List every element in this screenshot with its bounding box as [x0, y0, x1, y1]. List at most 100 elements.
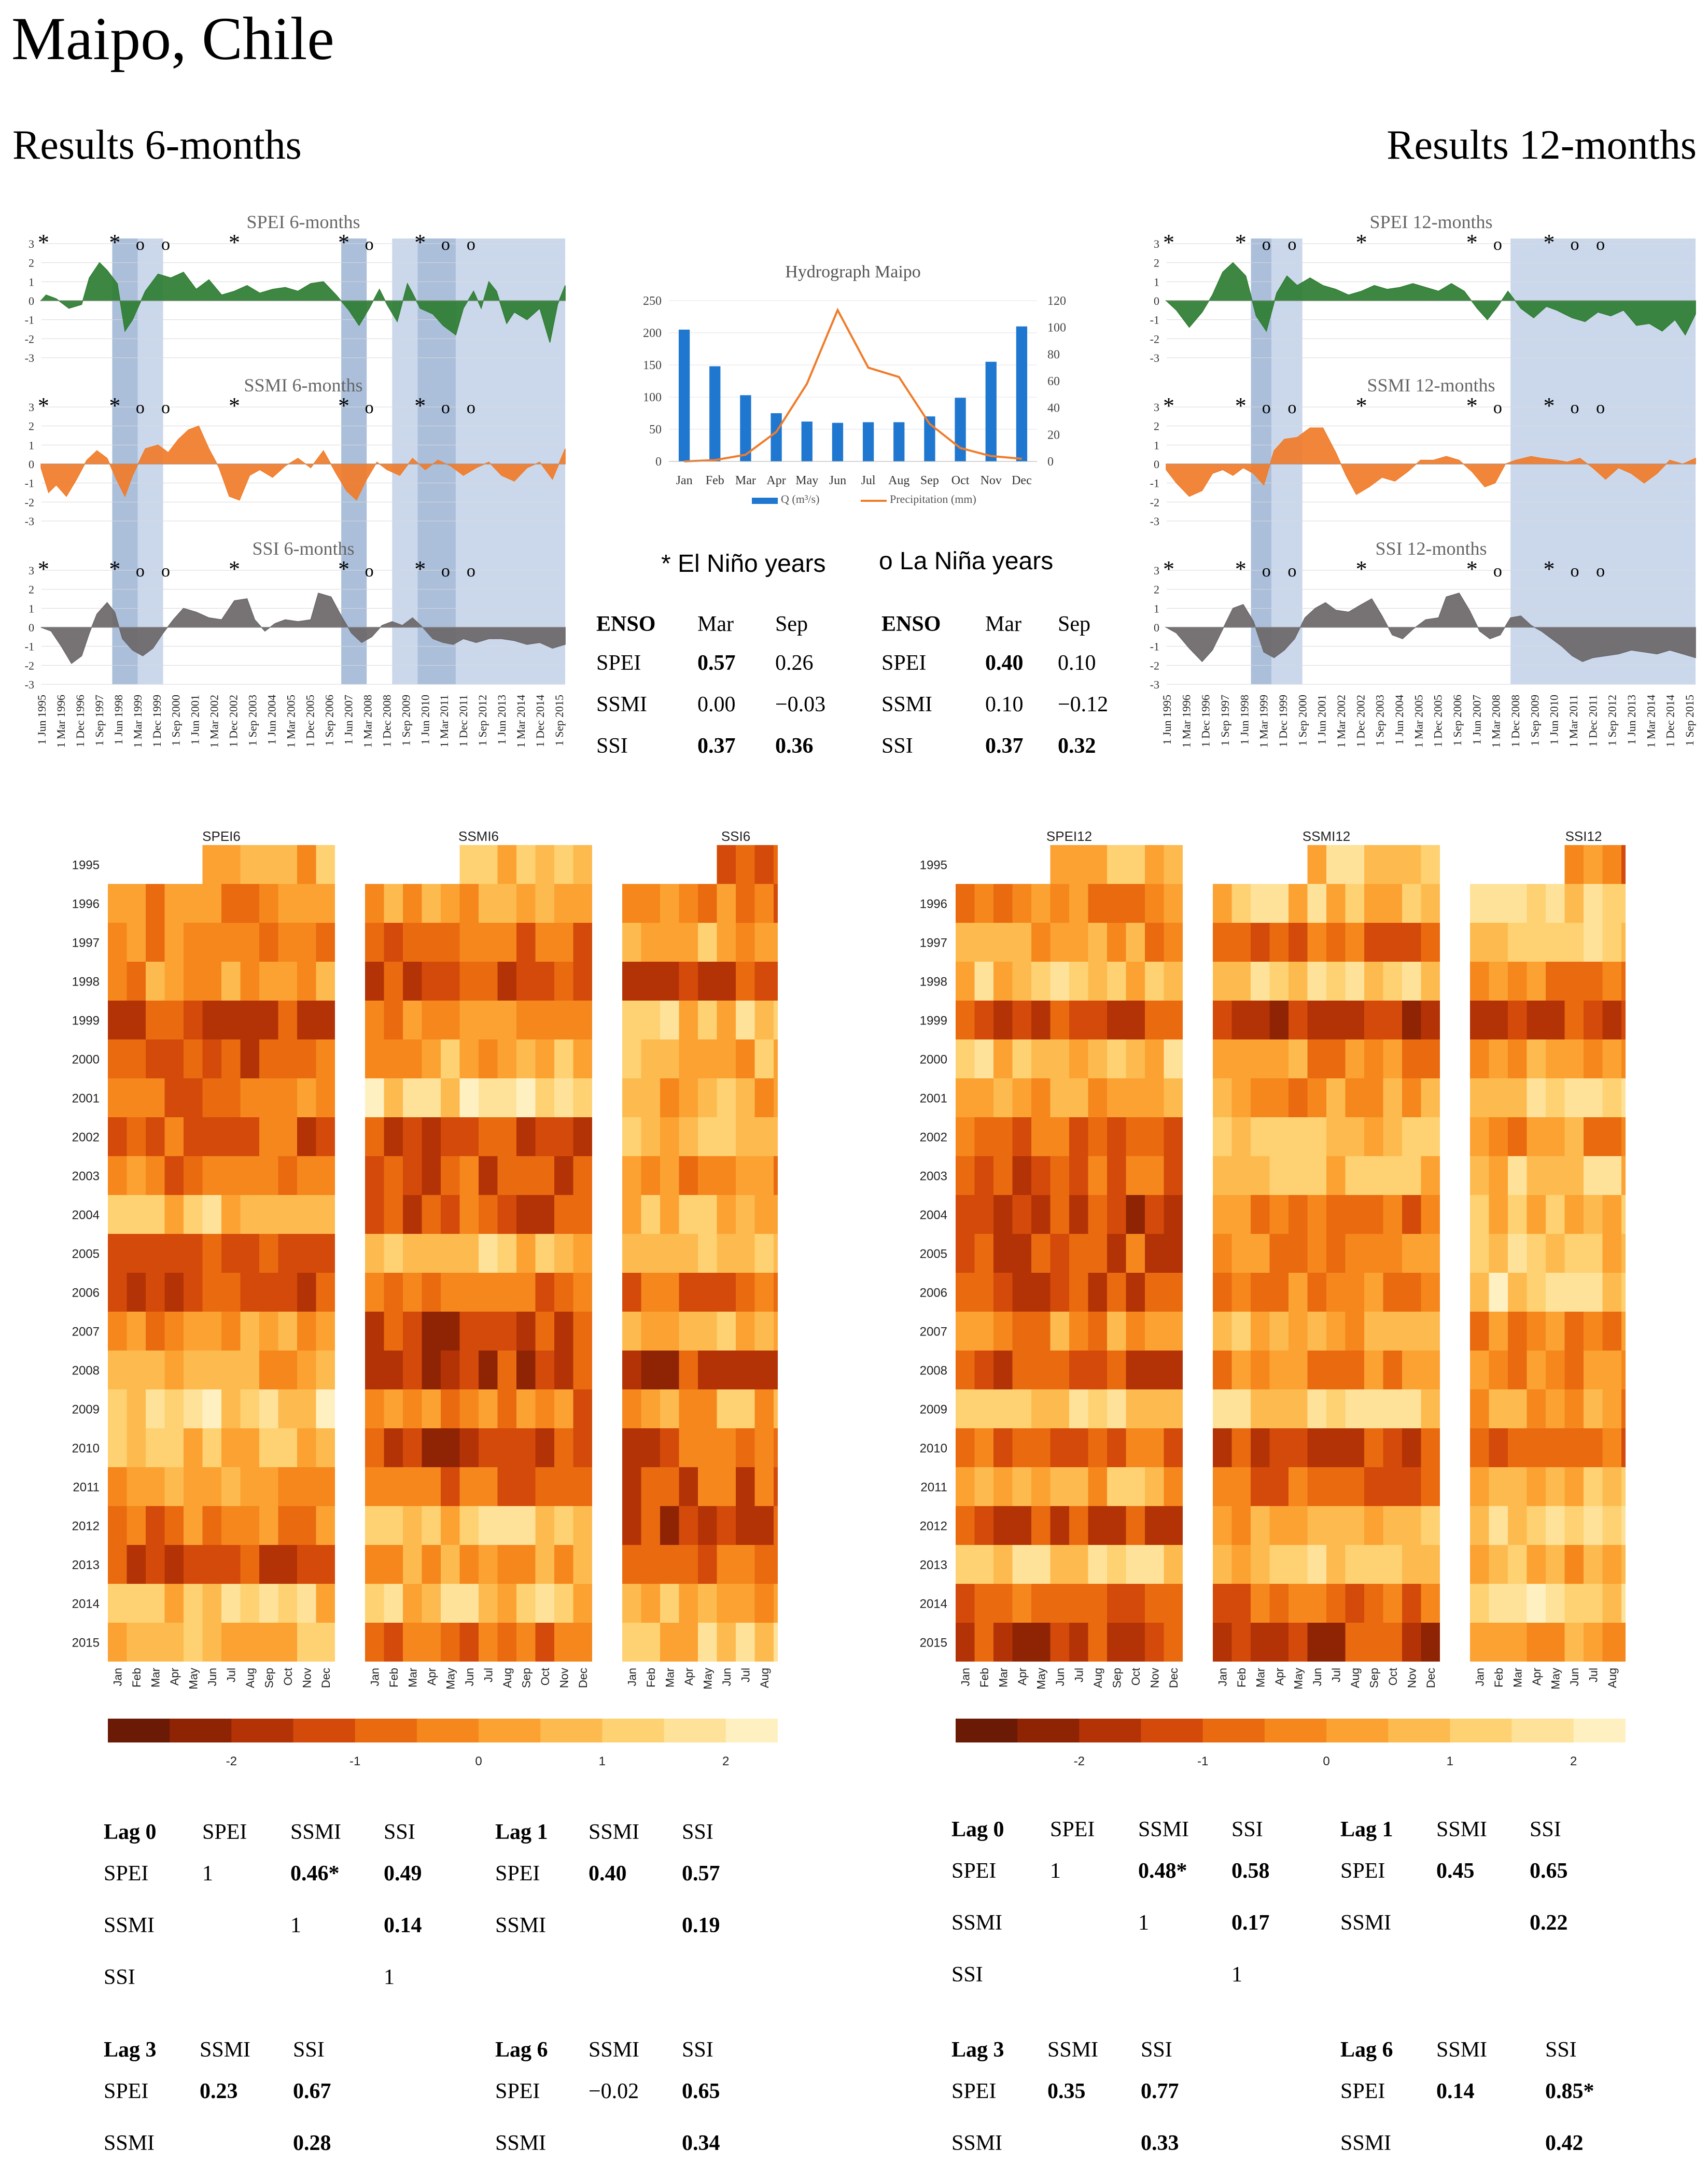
la-nina-marker: o: [1262, 398, 1271, 417]
table-row-label: SSMI: [951, 2131, 1003, 2155]
colorbar-tick-label: 1: [599, 1754, 606, 1768]
heatmap-cell: [736, 1039, 755, 1078]
year-label: 2013: [920, 1558, 947, 1572]
heatmap-cell: [1289, 1584, 1308, 1623]
heatmap-cell: [1421, 1389, 1440, 1428]
heatmap-cell: [1307, 1428, 1326, 1467]
heatmap-cell: [717, 962, 736, 1001]
heatmap-cell: [974, 1039, 993, 1078]
heatmap-cell: [679, 1506, 698, 1545]
heatmap-cell: [1326, 1428, 1346, 1467]
heatmap-cell: [641, 962, 660, 1001]
heatmap-cell: [554, 962, 573, 1001]
heatmap-cell: [297, 1428, 316, 1467]
year-label: 2013: [72, 1558, 100, 1572]
heatmap-cell: [479, 962, 498, 1001]
heatmap-cell: [1307, 1389, 1326, 1428]
heatmap-cell: [736, 1584, 755, 1623]
heatmap-cell: [1012, 1039, 1031, 1078]
heatmap-12-months: 1995199619971998199920002001200220032004…: [920, 828, 1626, 1768]
heatmap-cell: [717, 1623, 736, 1662]
heatmap-cell: [535, 1117, 554, 1156]
heatmap-cell: [1012, 1273, 1031, 1312]
heatmap-cell: [774, 962, 778, 1001]
heatmap-cell: [384, 1428, 403, 1467]
lag0-correlation-table-12-months: Lag 0 SPEI SSMI SSI SPEI 1 0.48* 0.58 SSMI 1 0.17 S…: [951, 1817, 1283, 1988]
heatmap-cell: [1421, 1351, 1440, 1389]
heatmap-cell: [1564, 1195, 1584, 1234]
heatmap-cell: [164, 1545, 184, 1584]
heatmap-cell: [1402, 884, 1421, 923]
table-cell: 0.57: [697, 651, 736, 675]
heatmap-cell: [641, 1273, 660, 1312]
heatmap-cell: [146, 1623, 165, 1662]
heatmap-cell: [316, 1078, 335, 1117]
heatmap-cell: [1251, 1273, 1270, 1312]
x-tick-label: 1 Mar 2011: [1567, 695, 1580, 748]
heatmap-cell: [1213, 1273, 1232, 1312]
heatmap-cell: [1107, 1001, 1126, 1039]
heatmap-cell: [1621, 1545, 1626, 1584]
heatmap-cell: [1213, 1389, 1232, 1428]
year-label: 2003: [920, 1170, 947, 1184]
month-label: Jul: [1072, 1668, 1085, 1682]
heatmap-cell: [1012, 1545, 1031, 1584]
heatmap-cell: [1383, 1623, 1402, 1662]
heatmap-cell: [259, 1195, 278, 1234]
heatmap-cell: [164, 1506, 184, 1545]
heatmap-cell: [573, 1312, 592, 1351]
x-tick-label: May: [795, 474, 818, 487]
heatmap-cell: [1231, 1545, 1251, 1584]
x-tick-label: 1 Dec 2002: [1354, 695, 1367, 747]
heatmap-cell: [278, 1078, 297, 1117]
year-label: 2008: [72, 1364, 100, 1378]
heatmap-cell: [1527, 1156, 1546, 1195]
table-column-header: SSI: [1231, 1818, 1263, 1841]
heatmap-cell: [679, 1623, 698, 1662]
table-cell: 0.00: [697, 693, 736, 716]
heatmap-cell: [1527, 1623, 1546, 1662]
heatmap-cell: [535, 1351, 554, 1389]
el-nino-marker: *: [414, 556, 426, 582]
heatmap-cell: [993, 1506, 1013, 1545]
heatmap-cell: [1107, 1078, 1126, 1117]
y-tick-label: -3: [1150, 515, 1159, 528]
heatmap-cell: [1031, 1156, 1051, 1195]
heatmap-cell: [1289, 1623, 1308, 1662]
month-label: Apr: [1016, 1668, 1029, 1685]
heatmap-cell: [365, 1389, 384, 1428]
heatmap-cell: [717, 845, 736, 884]
heatmap-cell: [403, 1467, 422, 1506]
month-label: Oct: [1387, 1668, 1399, 1685]
heatmap-cell: [736, 845, 755, 884]
y-tick-label: -1: [25, 314, 34, 327]
heatmap-cell: [641, 1545, 660, 1584]
heatmap-cell: [479, 845, 498, 884]
heatmap-cell: [1213, 1117, 1232, 1156]
heatmap-cell: [1251, 1389, 1270, 1428]
heatmap-cell: [1164, 1273, 1183, 1312]
heatmap-cell: [1088, 1039, 1107, 1078]
heatmap-cell: [622, 1312, 641, 1351]
table-row-label: SSMI: [1340, 2131, 1392, 2155]
heatmap-cell: [1564, 1506, 1584, 1545]
heatmap-cell: [1269, 1234, 1289, 1273]
heatmap-cell: [441, 962, 460, 1001]
heatmap-cell: [774, 884, 778, 923]
heatmap-cell: [221, 1506, 241, 1545]
heatmap-cell: [516, 962, 536, 1001]
heatmap-cell: [1126, 1467, 1145, 1506]
heatmap-cell: [1364, 1156, 1383, 1195]
heatmap-cell: [1345, 923, 1364, 962]
heatmap-cell: [422, 1584, 441, 1623]
heatmap-cell: [240, 1428, 259, 1467]
heatmap-cell: [1088, 1117, 1107, 1156]
heatmap-cell: [535, 1545, 554, 1584]
heatmap-cell: [202, 1078, 221, 1117]
heatmap-cell: [1584, 1039, 1603, 1078]
heatmap-cell: [1145, 962, 1164, 1001]
heatmap-cell: [1031, 1351, 1051, 1389]
table-cell: 1: [202, 1862, 213, 1886]
heatmap-6-months: 1995199619971998199920002001200220032004…: [72, 828, 778, 1768]
